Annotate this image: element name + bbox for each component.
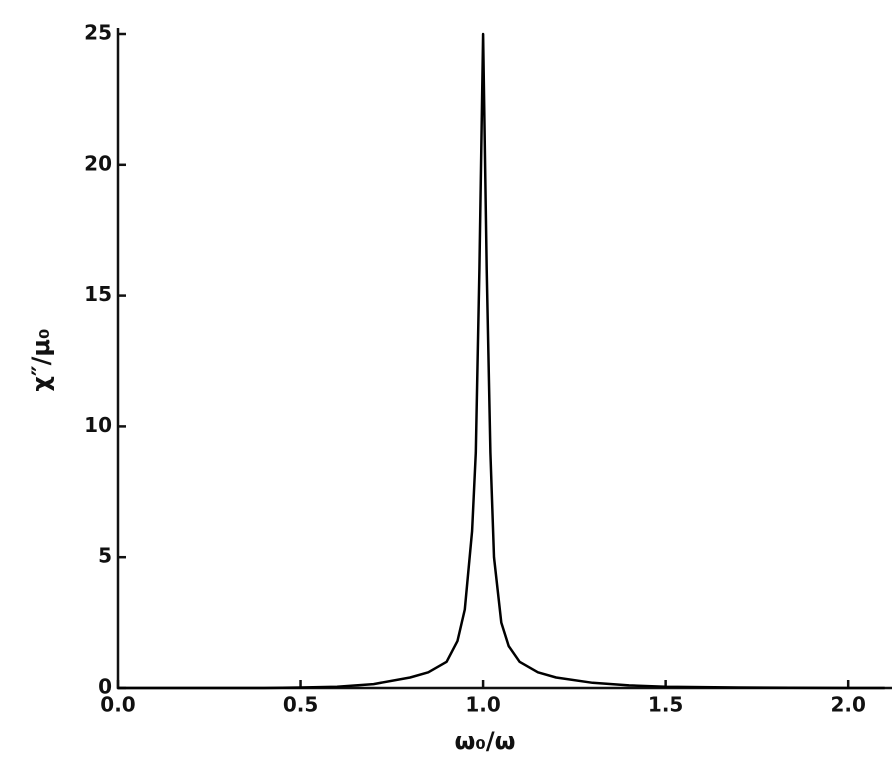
x-tick-label: 1.0 xyxy=(465,693,500,717)
x-axis-label: ω₀/ω xyxy=(455,727,516,755)
y-tick-label: 5 xyxy=(98,544,112,568)
x-tick-label: 1.5 xyxy=(648,693,683,717)
y-tick-label: 25 xyxy=(84,21,112,45)
y-tick-label: 10 xyxy=(84,413,112,437)
data-line xyxy=(118,32,885,690)
y-tick-label: 20 xyxy=(84,151,112,175)
y-tick-label: 15 xyxy=(84,282,112,306)
y-axis-label: χ″/μ₀ xyxy=(27,328,55,391)
x-tick-label: 0.5 xyxy=(283,693,318,717)
x-tick-label: 0.0 xyxy=(100,693,135,717)
y-tick-label: 0 xyxy=(98,675,112,699)
x-tick-label: 2.0 xyxy=(830,693,865,717)
